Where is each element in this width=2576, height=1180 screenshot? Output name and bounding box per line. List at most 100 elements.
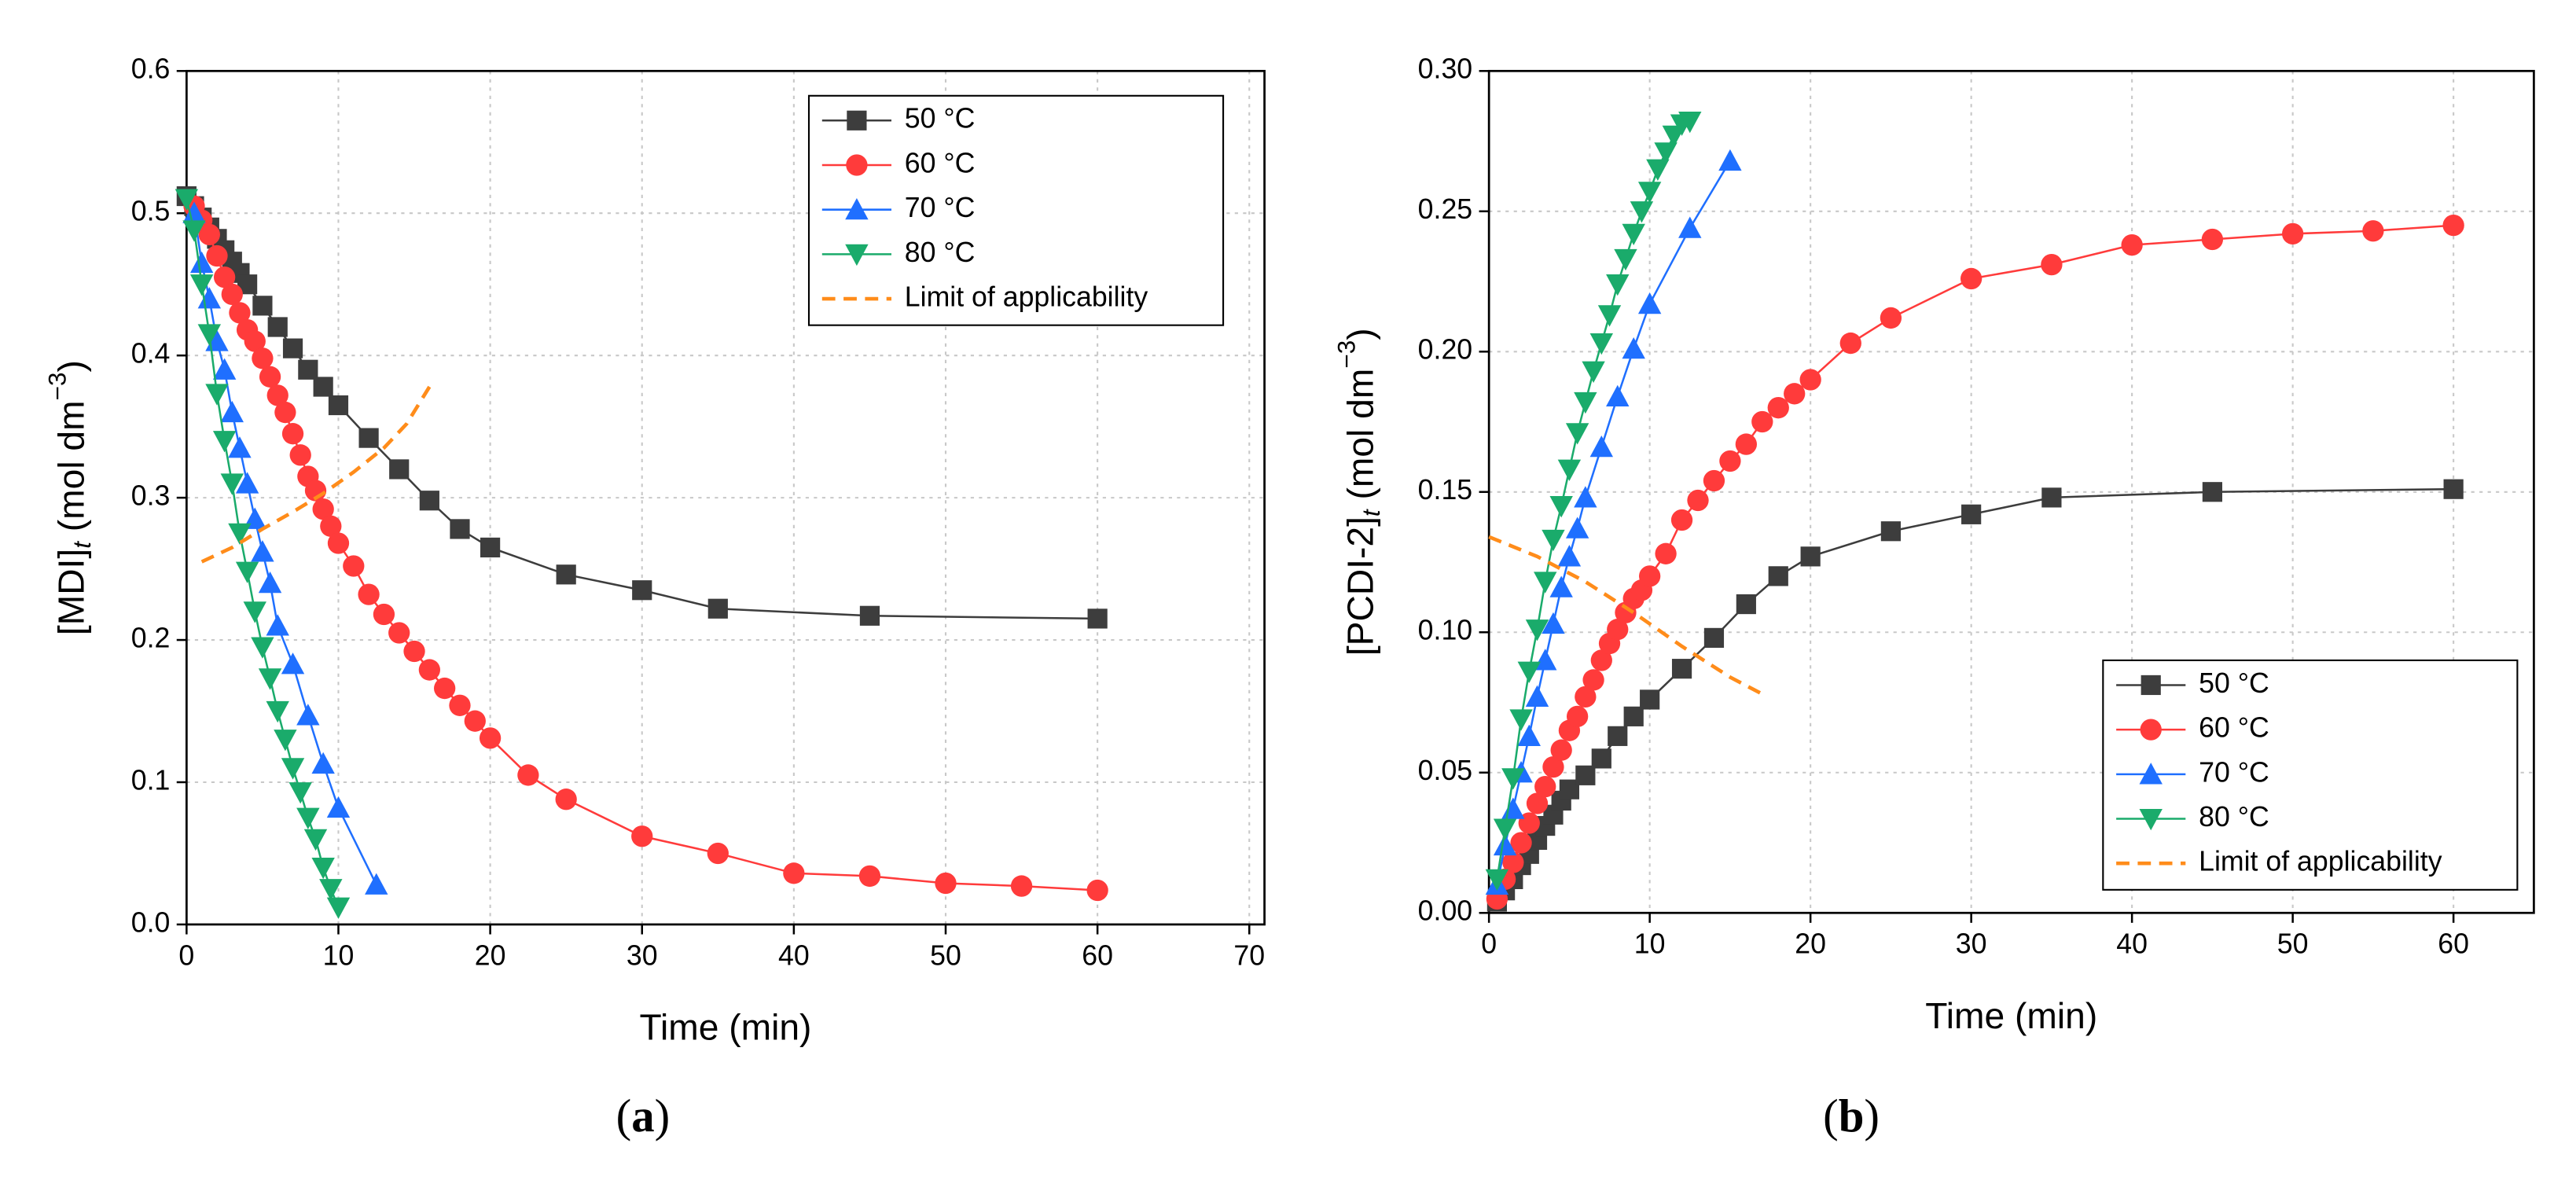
marker xyxy=(319,879,343,901)
marker xyxy=(2362,220,2384,242)
marker xyxy=(327,532,350,554)
marker xyxy=(1534,572,1557,594)
marker xyxy=(1608,726,1628,746)
marker xyxy=(1678,111,1702,134)
plot-frame xyxy=(1487,69,2535,914)
marker xyxy=(631,825,653,847)
marker xyxy=(1010,875,1033,897)
marker xyxy=(418,659,441,681)
marker xyxy=(783,862,805,884)
marker xyxy=(182,201,206,223)
marker xyxy=(267,317,288,337)
marker xyxy=(311,752,335,774)
marker xyxy=(1525,685,1549,707)
legend-label: 80 °C xyxy=(2199,801,2269,833)
marker xyxy=(1501,797,1525,819)
marker xyxy=(419,491,439,511)
x-tick-label: 60 xyxy=(2438,928,2469,960)
y-tick-label: 0.1 xyxy=(131,764,171,796)
marker xyxy=(312,498,334,520)
legend-marker xyxy=(847,110,867,130)
legend-marker xyxy=(2140,719,2162,741)
y-tick-label: 0.25 xyxy=(1418,193,1472,225)
marker xyxy=(1719,450,1741,472)
legend-marker xyxy=(2139,808,2163,831)
marker xyxy=(2202,482,2222,502)
x-axis-label: Time (min) xyxy=(639,1007,811,1048)
marker xyxy=(1597,305,1622,327)
marker xyxy=(1799,369,1821,391)
marker xyxy=(189,251,214,274)
marker xyxy=(229,302,251,324)
y-axis-label-part: −3 xyxy=(43,372,72,400)
legend-label: Limit of applicability xyxy=(2199,846,2442,877)
marker xyxy=(1687,489,1709,512)
marker xyxy=(274,401,296,424)
marker xyxy=(1557,545,1582,567)
legend-marker xyxy=(846,154,868,176)
marker xyxy=(1542,612,1565,634)
marker xyxy=(365,873,388,895)
plot-frame xyxy=(185,69,1266,926)
x-tick-label: 50 xyxy=(2277,928,2309,960)
marker xyxy=(434,677,456,700)
marker xyxy=(1542,755,1564,778)
y-tick-label: 0.00 xyxy=(1418,895,1472,927)
marker xyxy=(2041,487,2062,508)
marker xyxy=(1517,661,1541,683)
marker xyxy=(449,694,471,716)
x-tick-label: 30 xyxy=(1956,928,1987,960)
marker xyxy=(1510,832,1532,854)
x-tick-label: 20 xyxy=(1795,928,1826,960)
marker xyxy=(251,540,274,562)
legend-label: 70 °C xyxy=(905,192,976,223)
marker xyxy=(403,640,425,663)
marker xyxy=(1630,201,1654,223)
marker xyxy=(313,377,333,397)
y-tick-label: 0.10 xyxy=(1418,615,1472,646)
marker xyxy=(251,637,274,659)
marker xyxy=(1502,851,1524,873)
panel-label-part: ) xyxy=(1864,1090,1880,1141)
marker xyxy=(388,622,410,644)
marker xyxy=(517,764,539,786)
marker xyxy=(281,423,304,445)
x-tick-label: 0 xyxy=(1481,928,1497,960)
marker xyxy=(296,704,320,726)
marker xyxy=(1839,332,1861,355)
marker xyxy=(1590,649,1612,671)
legend-label: 80 °C xyxy=(905,237,976,268)
y-axis-label-part: t xyxy=(1357,509,1385,516)
marker xyxy=(1565,423,1589,445)
marker xyxy=(1670,509,1693,531)
marker xyxy=(1622,223,1645,246)
marker xyxy=(281,652,305,675)
marker xyxy=(389,459,410,480)
marker xyxy=(1550,739,1572,761)
marker xyxy=(2443,479,2464,499)
marker xyxy=(2121,233,2143,256)
marker xyxy=(320,515,342,537)
marker xyxy=(935,872,957,895)
marker xyxy=(288,782,312,804)
y-tick-label: 0.6 xyxy=(131,53,171,85)
x-tick-label: 50 xyxy=(930,939,961,971)
marker xyxy=(228,523,252,546)
marker xyxy=(343,555,365,577)
panel-label: (b) xyxy=(1823,1090,1880,1141)
marker xyxy=(235,561,259,583)
series-line xyxy=(200,385,432,564)
marker xyxy=(258,668,282,690)
x-tick-label: 10 xyxy=(1634,928,1666,960)
marker xyxy=(1718,149,1742,171)
panel-label-part: b xyxy=(1839,1090,1865,1141)
y-tick-label: 0.5 xyxy=(131,196,171,227)
y-tick-label: 0.15 xyxy=(1418,474,1472,505)
marker xyxy=(244,330,266,352)
marker xyxy=(1646,159,1670,181)
y-axis-label-part: t xyxy=(68,541,96,549)
legend-marker xyxy=(845,244,869,267)
marker xyxy=(197,287,222,309)
